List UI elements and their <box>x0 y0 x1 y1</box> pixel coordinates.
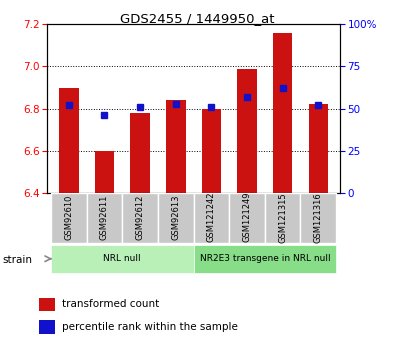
Bar <box>95 151 114 193</box>
Bar <box>265 193 301 243</box>
Bar <box>158 193 194 243</box>
Text: strain: strain <box>2 256 32 265</box>
Text: NR2E3 transgene in NRL null: NR2E3 transgene in NRL null <box>199 254 330 263</box>
Bar <box>51 245 194 273</box>
Bar <box>39 320 55 334</box>
Text: GSM92610: GSM92610 <box>64 195 73 240</box>
Bar <box>166 100 186 193</box>
Bar <box>39 298 55 311</box>
Bar <box>194 245 336 273</box>
Bar <box>51 193 87 243</box>
Bar <box>59 88 79 193</box>
Text: GSM92611: GSM92611 <box>100 195 109 240</box>
Bar <box>130 113 150 193</box>
Text: GSM121249: GSM121249 <box>243 192 252 243</box>
Bar <box>273 33 292 193</box>
Bar <box>301 193 336 243</box>
Text: GSM121315: GSM121315 <box>278 192 287 243</box>
Bar <box>237 69 257 193</box>
Bar <box>122 193 158 243</box>
Bar <box>194 193 229 243</box>
Text: GSM92613: GSM92613 <box>171 195 180 240</box>
Text: percentile rank within the sample: percentile rank within the sample <box>62 322 238 332</box>
Bar <box>201 109 221 193</box>
Text: GSM121316: GSM121316 <box>314 192 323 243</box>
Text: NRL null: NRL null <box>103 254 141 263</box>
Text: GSM92612: GSM92612 <box>135 195 145 240</box>
Text: GDS2455 / 1449950_at: GDS2455 / 1449950_at <box>120 12 275 25</box>
Text: transformed count: transformed count <box>62 299 159 309</box>
Text: GSM121242: GSM121242 <box>207 192 216 243</box>
Bar <box>308 105 328 193</box>
Bar <box>229 193 265 243</box>
Bar <box>87 193 122 243</box>
